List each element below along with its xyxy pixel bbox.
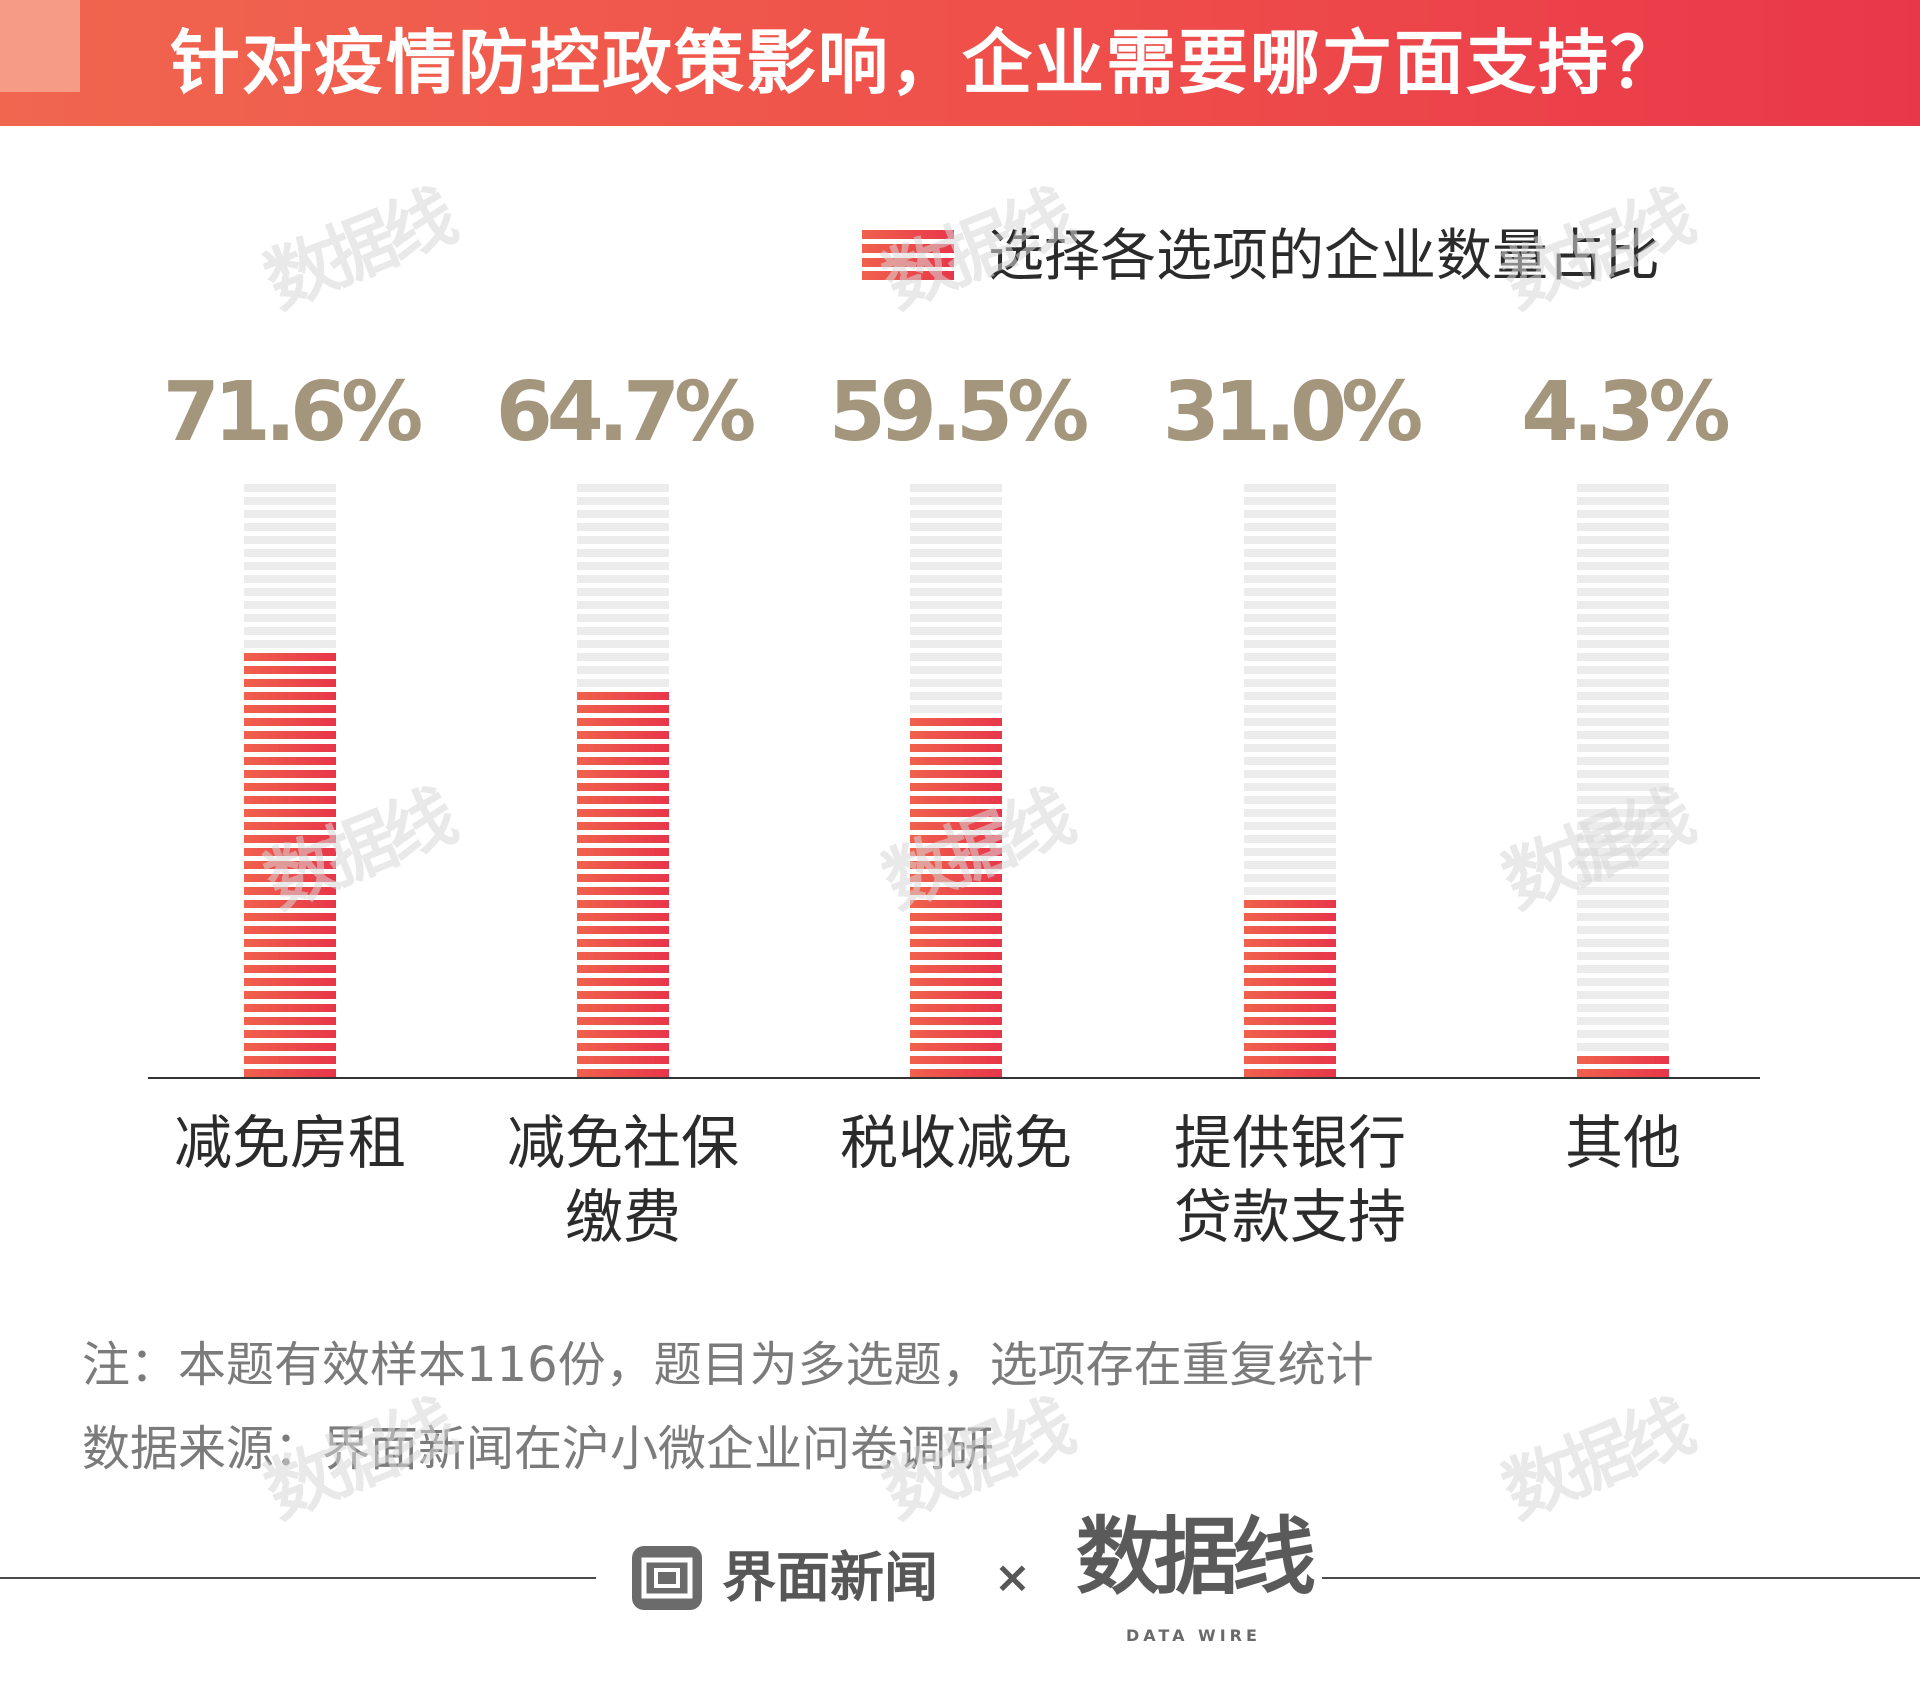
footer-partner-logo: 数据线 [1076, 1508, 1316, 1606]
category-label: 缴费 [565, 1183, 681, 1251]
value-label: 71.6% [163, 365, 421, 460]
bar-track [577, 484, 669, 1077]
bar [1244, 900, 1336, 1077]
watermark: 数据线 [253, 1386, 463, 1534]
bar-track [910, 484, 1002, 1077]
legend-swatch [862, 230, 954, 280]
category-label: 其他 [1565, 1109, 1681, 1177]
value-label: 4.3% [1521, 365, 1728, 460]
footer-divider-left [0, 1577, 596, 1579]
category-label: 减免社保 [507, 1109, 739, 1177]
source-note: 数据来源：界面新闻在沪小微企业问卷调研 [82, 1421, 995, 1477]
value-label: 64.7% [496, 365, 754, 460]
bar [1577, 1056, 1669, 1077]
brand-logo-glyph [641, 1557, 693, 1599]
bar-group: 71.6% 减免房租 [163, 365, 427, 1177]
bar-group: 4.3% 其他 [1521, 365, 1734, 1177]
bar-track [1244, 484, 1336, 1077]
brand-logo-icon [632, 1546, 702, 1610]
legend-label: 选择各选项的企业数量占比 [988, 224, 1660, 289]
sample-note: 注：本题有效样本116份，题目为多选题，选项存在重复统计 [82, 1337, 1374, 1393]
category-label: 税收减免 [840, 1109, 1072, 1177]
bar-track [1577, 484, 1669, 1077]
footer-brand: 界面新闻 [722, 1546, 938, 1609]
header-banner: 针对疫情防控政策影响，企业需要哪方面支持？ [0, 0, 1920, 126]
bar-group: 59.5% 税收减免 [829, 365, 1093, 1177]
bar [577, 692, 669, 1077]
value-label: 59.5% [829, 365, 1087, 460]
header-accent-block [0, 0, 80, 92]
category-label: 减免房租 [174, 1109, 406, 1177]
watermark: 数据线 [871, 1386, 1081, 1534]
category-label: 提供银行 [1174, 1109, 1406, 1177]
footer-times-sign: × [994, 1552, 1031, 1603]
bar [244, 653, 336, 1077]
footer-partner-subtitle: DATA WIRE [1126, 1626, 1261, 1645]
page-title: 针对疫情防控政策影响，企业需要哪方面支持？ [170, 22, 1682, 104]
footer-divider-right [1322, 1577, 1920, 1579]
value-label: 31.0% [1163, 365, 1421, 460]
watermark: 数据线 [1491, 1386, 1701, 1534]
bar [910, 718, 1002, 1077]
category-label: 贷款支持 [1174, 1183, 1406, 1251]
bar-track [244, 484, 336, 1077]
